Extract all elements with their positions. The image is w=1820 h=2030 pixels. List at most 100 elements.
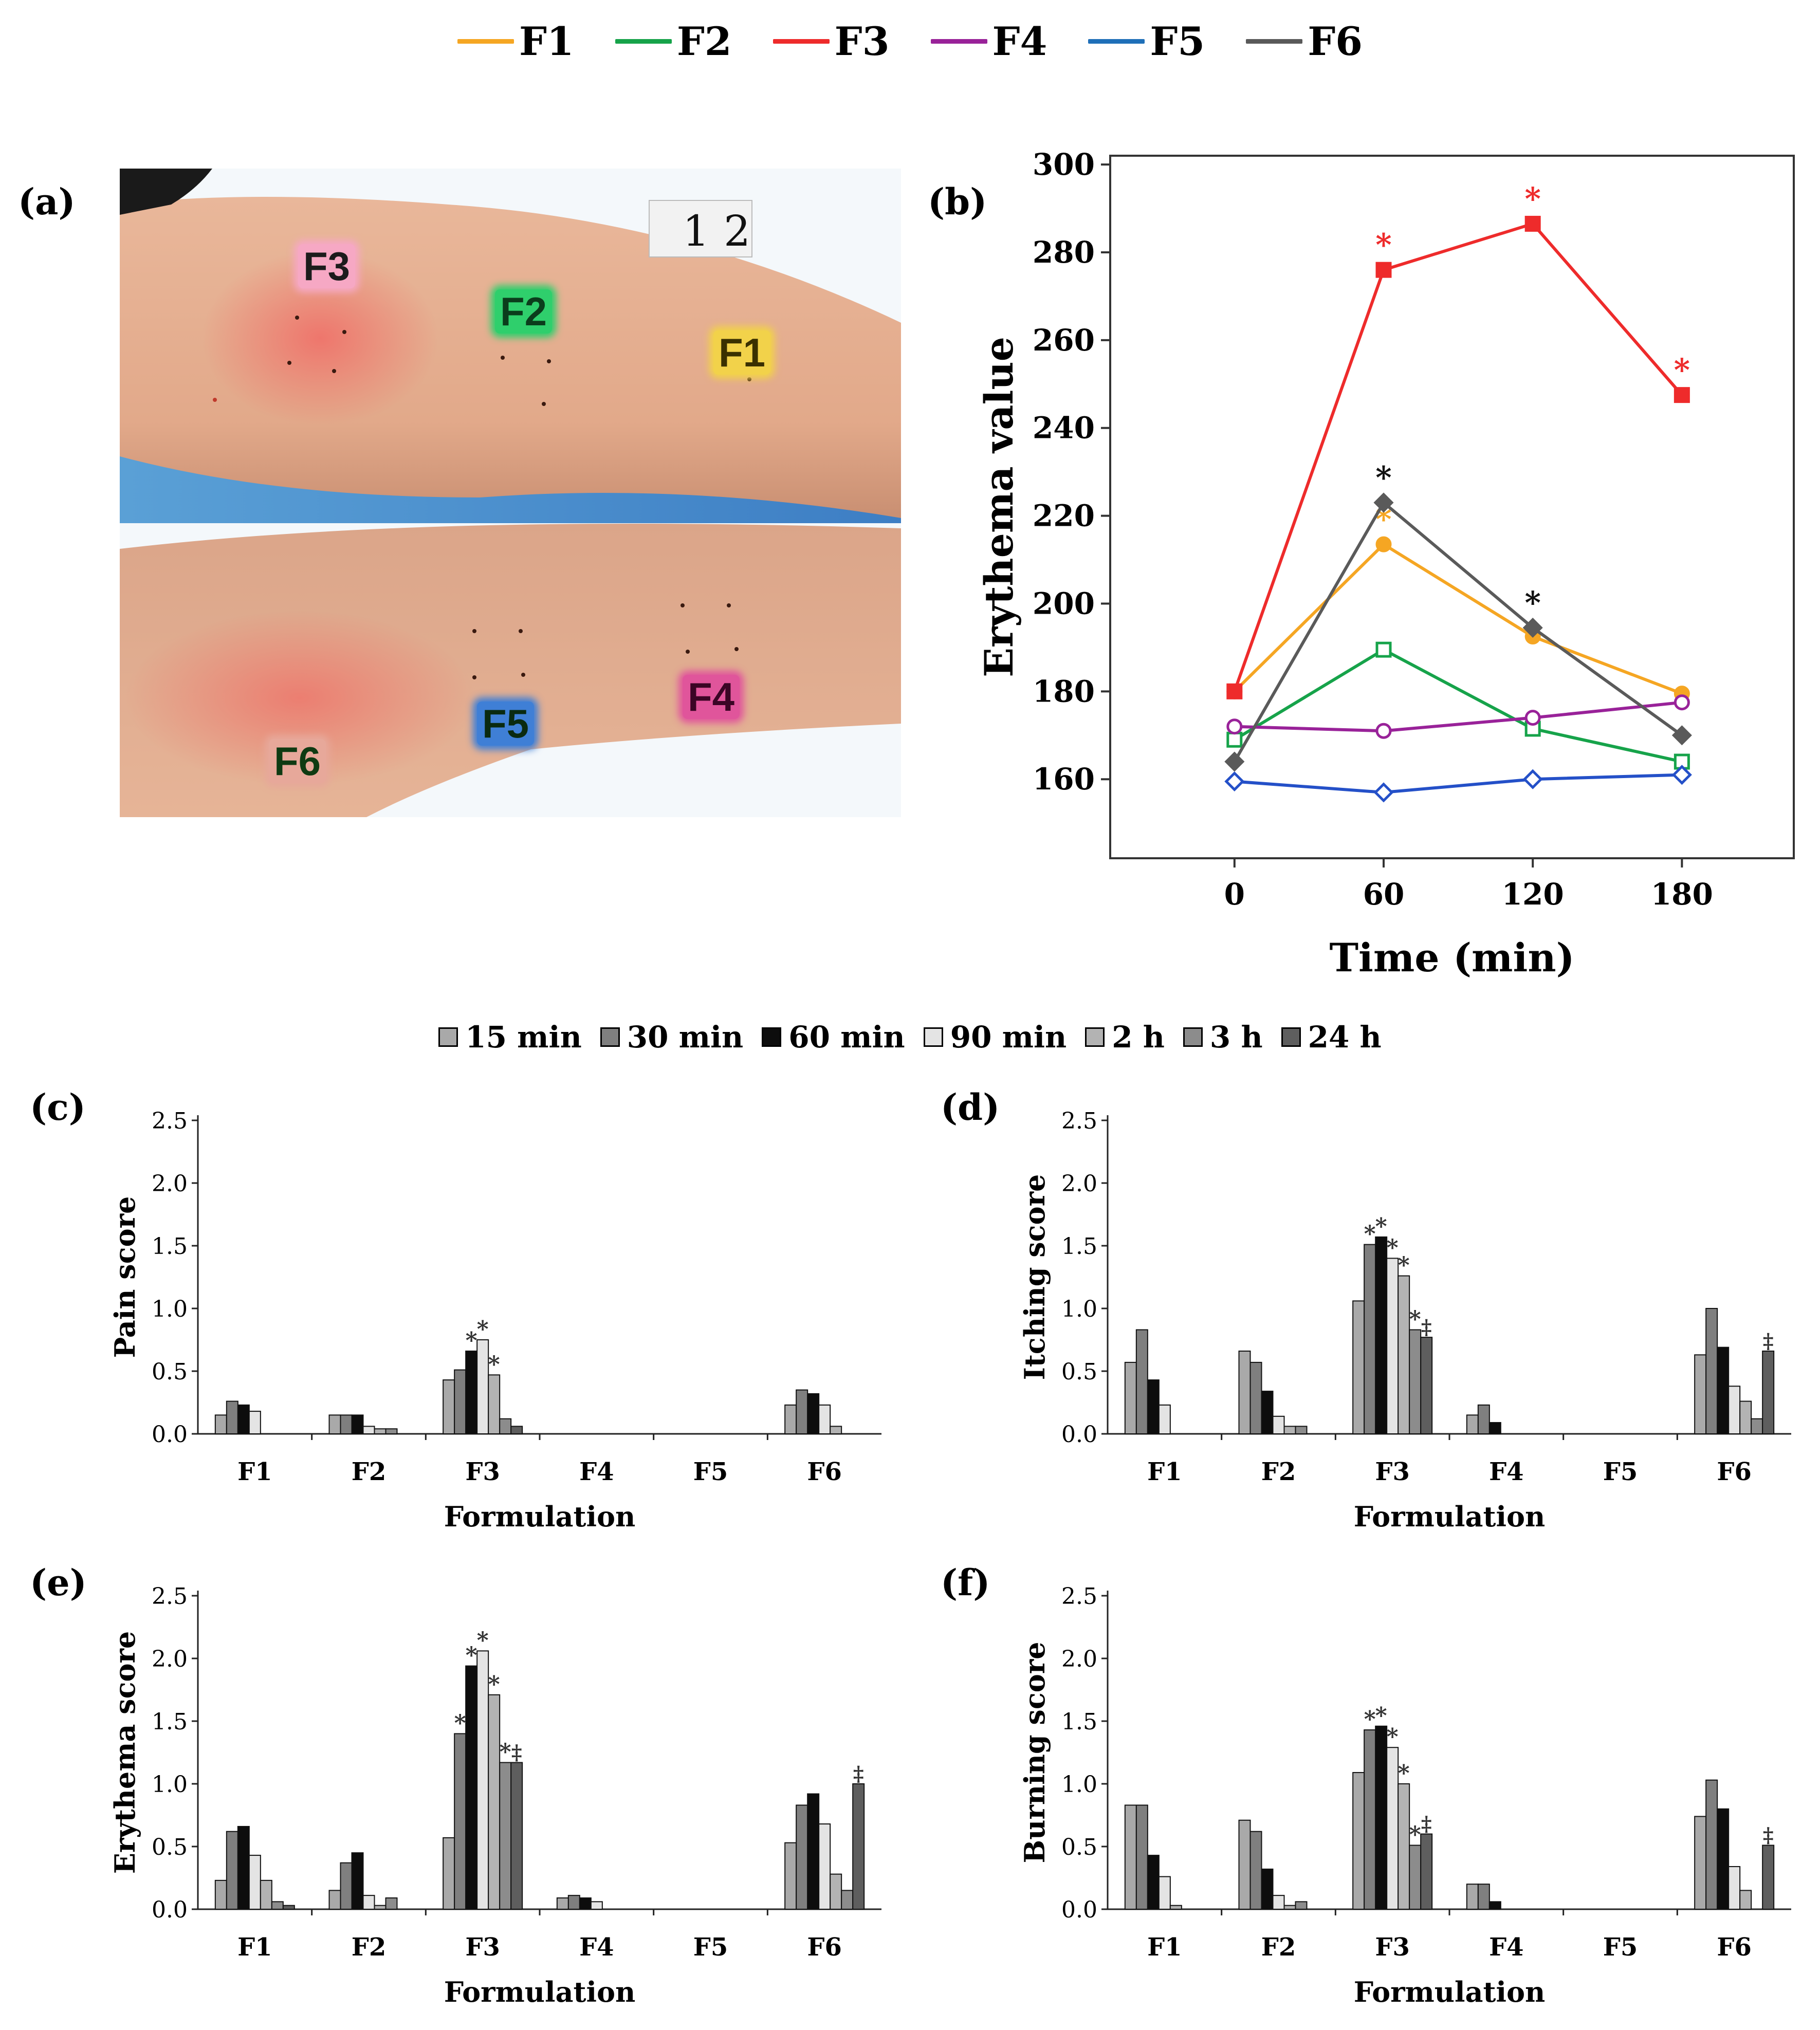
- bar-24-h: [510, 1426, 523, 1434]
- panel-label-d: (d): [941, 1086, 1000, 1129]
- bar-90-min: [362, 1426, 375, 1434]
- bar-90-min: [1158, 1404, 1171, 1435]
- bar-2-h: [1398, 1783, 1410, 1910]
- bar-90-min: [248, 1411, 261, 1435]
- bar-60-min: [1375, 1725, 1388, 1910]
- bar-60-min: [1261, 1868, 1274, 1910]
- y-tick-label: 0.5: [1061, 1359, 1097, 1385]
- bar-90-min: [1272, 1415, 1285, 1435]
- y-tick-label: 2.0: [1061, 1171, 1097, 1197]
- bar-legend-swatch: [923, 1027, 943, 1047]
- bar-30-min: [567, 1895, 580, 1910]
- significance-double-dagger: ‡: [1763, 1329, 1774, 1353]
- bar-30-min: [226, 1831, 238, 1910]
- bar-60-min: [1375, 1236, 1388, 1434]
- significance-star: *: [1409, 1306, 1421, 1332]
- y-tick-label: 0.5: [152, 1834, 188, 1860]
- x-tick-label: F1: [237, 1457, 272, 1486]
- bar-2-h: [1398, 1275, 1410, 1434]
- bar-15-min: [443, 1379, 455, 1435]
- legend-item-f6: F6: [1246, 19, 1363, 64]
- bar-legend-label: 60 min: [788, 1020, 905, 1055]
- bar-60-min: [1717, 1346, 1730, 1435]
- bar-30-min: [796, 1804, 808, 1910]
- itching-score-bar-chart: 0.00.51.01.52.02.5F1 F2 F3 F4 F5 F6***** ‡‡For…: [1018, 1108, 1791, 1533]
- data-point-f3: [1226, 683, 1243, 699]
- significance-star: *: [466, 1643, 477, 1669]
- bar-legend-label: 2 h: [1112, 1020, 1165, 1055]
- bar-30-min: [1477, 1404, 1490, 1435]
- forearm-photo: 1 2 F3 F2 F1 F4 F5 F6: [120, 169, 901, 817]
- x-tick-label: F1: [237, 1933, 272, 1962]
- bar-15-min: [214, 1414, 227, 1435]
- x-tick-label: F6: [1717, 1457, 1751, 1486]
- bar-legend-swatch: [1281, 1027, 1301, 1047]
- x-tick-label: F2: [352, 1457, 386, 1486]
- bar-15-min: [1124, 1361, 1137, 1435]
- bar-15-min: [1694, 1816, 1707, 1910]
- bar-legend-swatch: [762, 1027, 782, 1047]
- x-tick-label: F2: [1261, 1933, 1296, 1962]
- legend-label: F4: [992, 18, 1047, 64]
- bar-30-min: [340, 1414, 353, 1435]
- y-tick-label: 2.0: [152, 1646, 188, 1672]
- series-line-f5: [1234, 773, 1682, 794]
- x-tick-label: F6: [807, 1457, 841, 1486]
- bar-90-min: [248, 1855, 261, 1910]
- bar-15-min: [328, 1890, 341, 1910]
- y-tick-label: 2.5: [152, 1583, 188, 1610]
- bar-30-min: [1135, 1804, 1148, 1910]
- significance-star: *: [1409, 1822, 1421, 1848]
- significance-star: *: [1375, 227, 1391, 263]
- significance-double-dagger: ‡: [511, 1741, 522, 1765]
- x-tick-label: F5: [1603, 1933, 1638, 1962]
- significance-star: *: [1364, 1706, 1376, 1732]
- significance-star: *: [1387, 1724, 1399, 1750]
- legend-item-f3: F3: [773, 19, 890, 64]
- bar-60-min: [237, 1404, 250, 1435]
- y-tick-label: 2.5: [152, 1108, 188, 1134]
- bar-90-min: [1728, 1866, 1741, 1910]
- legend-label: F3: [834, 18, 890, 64]
- bar-legend-swatch: [1085, 1027, 1105, 1047]
- bar-legend-label: 24 h: [1308, 1020, 1382, 1055]
- bar-15-min: [1238, 1350, 1251, 1434]
- significance-double-dagger: ‡: [1421, 1812, 1432, 1836]
- burning-score-bar-chart: 0.00.51.01.52.02.5F1 F2 F3 F4 F5 F6***** ‡ ‡For…: [1018, 1583, 1791, 2008]
- significance-star: *: [1375, 1703, 1387, 1729]
- bar-3-h: [1751, 1418, 1763, 1434]
- legend-line-swatch: [773, 39, 830, 44]
- data-point-f6: [1671, 725, 1692, 746]
- data-point-f5: [1373, 782, 1394, 803]
- y-tick-label: 2.0: [1061, 1646, 1097, 1672]
- bar-15-min: [443, 1837, 455, 1910]
- significance-star: *: [1674, 353, 1690, 389]
- bar-2-h: [260, 1879, 272, 1910]
- data-point-f2: [1226, 731, 1243, 748]
- x-tick-label: F6: [1717, 1933, 1751, 1962]
- y-tick-label: 1.0: [152, 1771, 188, 1798]
- y-tick-label: 0.0: [152, 1422, 188, 1448]
- y-tick-label: 1.5: [152, 1709, 188, 1735]
- bar-legend-swatch: [1183, 1027, 1203, 1047]
- y-tick-label: 260: [1033, 323, 1095, 358]
- bar-2-h: [1283, 1426, 1296, 1434]
- bar-60-min: [351, 1852, 364, 1910]
- bar-3-h: [499, 1762, 512, 1910]
- x-tick-label: F1: [1147, 1457, 1182, 1486]
- bar-60-min: [807, 1393, 820, 1434]
- data-point-f1: [1375, 536, 1392, 552]
- significance-star: *: [1375, 460, 1391, 496]
- bar-15-min: [1694, 1354, 1707, 1434]
- bar-60-min: [1147, 1379, 1160, 1435]
- y-axis-title: Itching score: [1018, 1174, 1051, 1380]
- photo-label-f6: F6: [269, 739, 326, 783]
- bar-15-min: [328, 1414, 341, 1435]
- y-tick-label: 1.0: [1061, 1771, 1097, 1798]
- significance-star: *: [1524, 585, 1540, 621]
- x-tick-label: F4: [579, 1457, 614, 1486]
- y-tick-label: 1.5: [1061, 1709, 1097, 1735]
- forearm-illustration: 1 2: [120, 169, 901, 817]
- y-axis-title: Erythema value: [976, 337, 1022, 677]
- bar-90-min: [1728, 1386, 1741, 1435]
